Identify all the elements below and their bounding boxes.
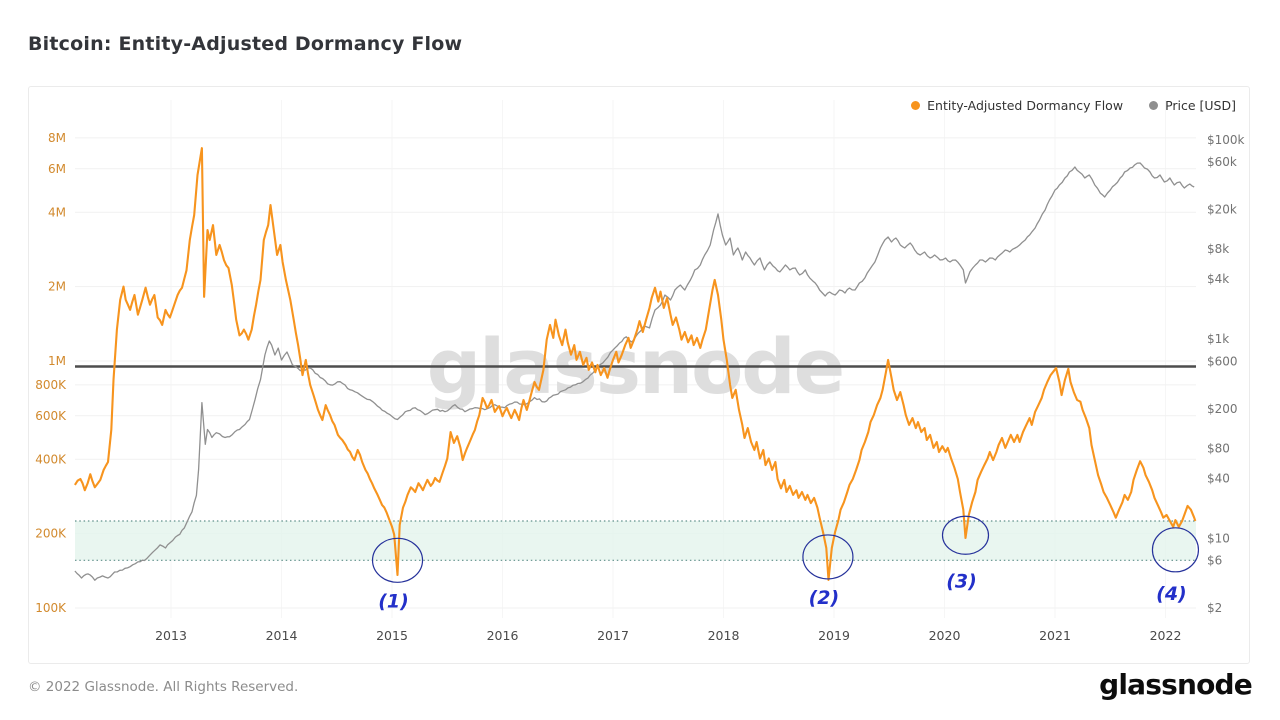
svg-text:6M: 6M	[48, 162, 66, 176]
svg-text:8M: 8M	[48, 131, 66, 145]
svg-text:$80: $80	[1207, 441, 1230, 455]
svg-text:$4k: $4k	[1207, 272, 1229, 286]
svg-text:$6: $6	[1207, 553, 1222, 567]
annotation-label: (4)	[1156, 583, 1187, 605]
legend-label: Price [USD]	[1165, 98, 1236, 113]
annotation-circle	[371, 537, 424, 583]
svg-text:2021: 2021	[1039, 628, 1071, 643]
svg-text:2016: 2016	[487, 628, 519, 643]
price-swatch-icon	[1149, 101, 1159, 110]
right-axis-labels: $100k $60k $20k $8k $4k $1k $600 $200 $80 $40 $10 $…	[1207, 133, 1245, 615]
chart-card	[28, 86, 1250, 664]
annotation-label: (2)	[809, 587, 840, 609]
footer-copyright: © 2022 Glassnode. All Rights Reserved.	[28, 679, 299, 695]
svg-text:$600: $600	[1207, 354, 1238, 368]
svg-text:2020: 2020	[929, 628, 961, 643]
svg-text:$1k: $1k	[1207, 332, 1229, 346]
svg-text:$8k: $8k	[1207, 242, 1229, 256]
svg-text:$20k: $20k	[1207, 203, 1237, 217]
left-axis-labels: 8M 6M 4M 2M 1M 800K 600K 400K 200K 100K	[35, 131, 67, 615]
page-title: Bitcoin: Entity-Adjusted Dormancy Flow	[28, 33, 463, 55]
svg-text:100K: 100K	[35, 601, 67, 615]
annotation-label: (3)	[946, 570, 977, 592]
svg-text:2M: 2M	[48, 280, 66, 294]
svg-text:2018: 2018	[708, 628, 740, 643]
annotation-label: (1)	[378, 590, 409, 612]
svg-text:800K: 800K	[35, 378, 67, 392]
dormancy-flow-swatch-icon	[911, 101, 921, 110]
svg-text:2015: 2015	[376, 628, 408, 643]
svg-text:2013: 2013	[155, 628, 187, 643]
svg-text:2014: 2014	[266, 628, 298, 643]
svg-text:2017: 2017	[597, 628, 629, 643]
legend-label: Entity-Adjusted Dormancy Flow	[927, 98, 1124, 113]
svg-text:4M: 4M	[48, 205, 66, 219]
svg-text:1M: 1M	[48, 354, 66, 368]
legend-item-dormancy-flow[interactable]: Entity-Adjusted Dormancy Flow	[911, 98, 1123, 113]
glassnode-logo: glassnode	[1099, 668, 1253, 701]
annotation-circle	[941, 515, 990, 555]
svg-text:$2: $2	[1207, 601, 1222, 615]
svg-text:$60k: $60k	[1207, 155, 1237, 169]
svg-text:400K: 400K	[35, 452, 67, 466]
annotation-circle	[802, 534, 854, 580]
x-axis-labels: 2013 2014 2015 2016 2017 2018 2019 2020 2021 2022	[155, 628, 1181, 643]
svg-text:$200: $200	[1207, 402, 1238, 416]
accumulation-band	[75, 520, 1196, 561]
svg-text:200K: 200K	[35, 527, 67, 541]
svg-text:$40: $40	[1207, 471, 1230, 485]
svg-text:$10: $10	[1207, 531, 1230, 545]
svg-text:2022: 2022	[1150, 628, 1182, 643]
svg-text:$100k: $100k	[1207, 133, 1245, 147]
annotations: (1) (2) (3) (4)	[371, 515, 1200, 612]
dormancy-flow-line	[74, 147, 1197, 581]
legend-item-price[interactable]: Price [USD]	[1149, 98, 1236, 113]
svg-text:2019: 2019	[818, 628, 850, 643]
svg-text:600K: 600K	[35, 409, 67, 423]
annotation-circle	[1151, 527, 1200, 573]
legend: Entity-Adjusted Dormancy Flow Price [USD…	[911, 98, 1236, 113]
